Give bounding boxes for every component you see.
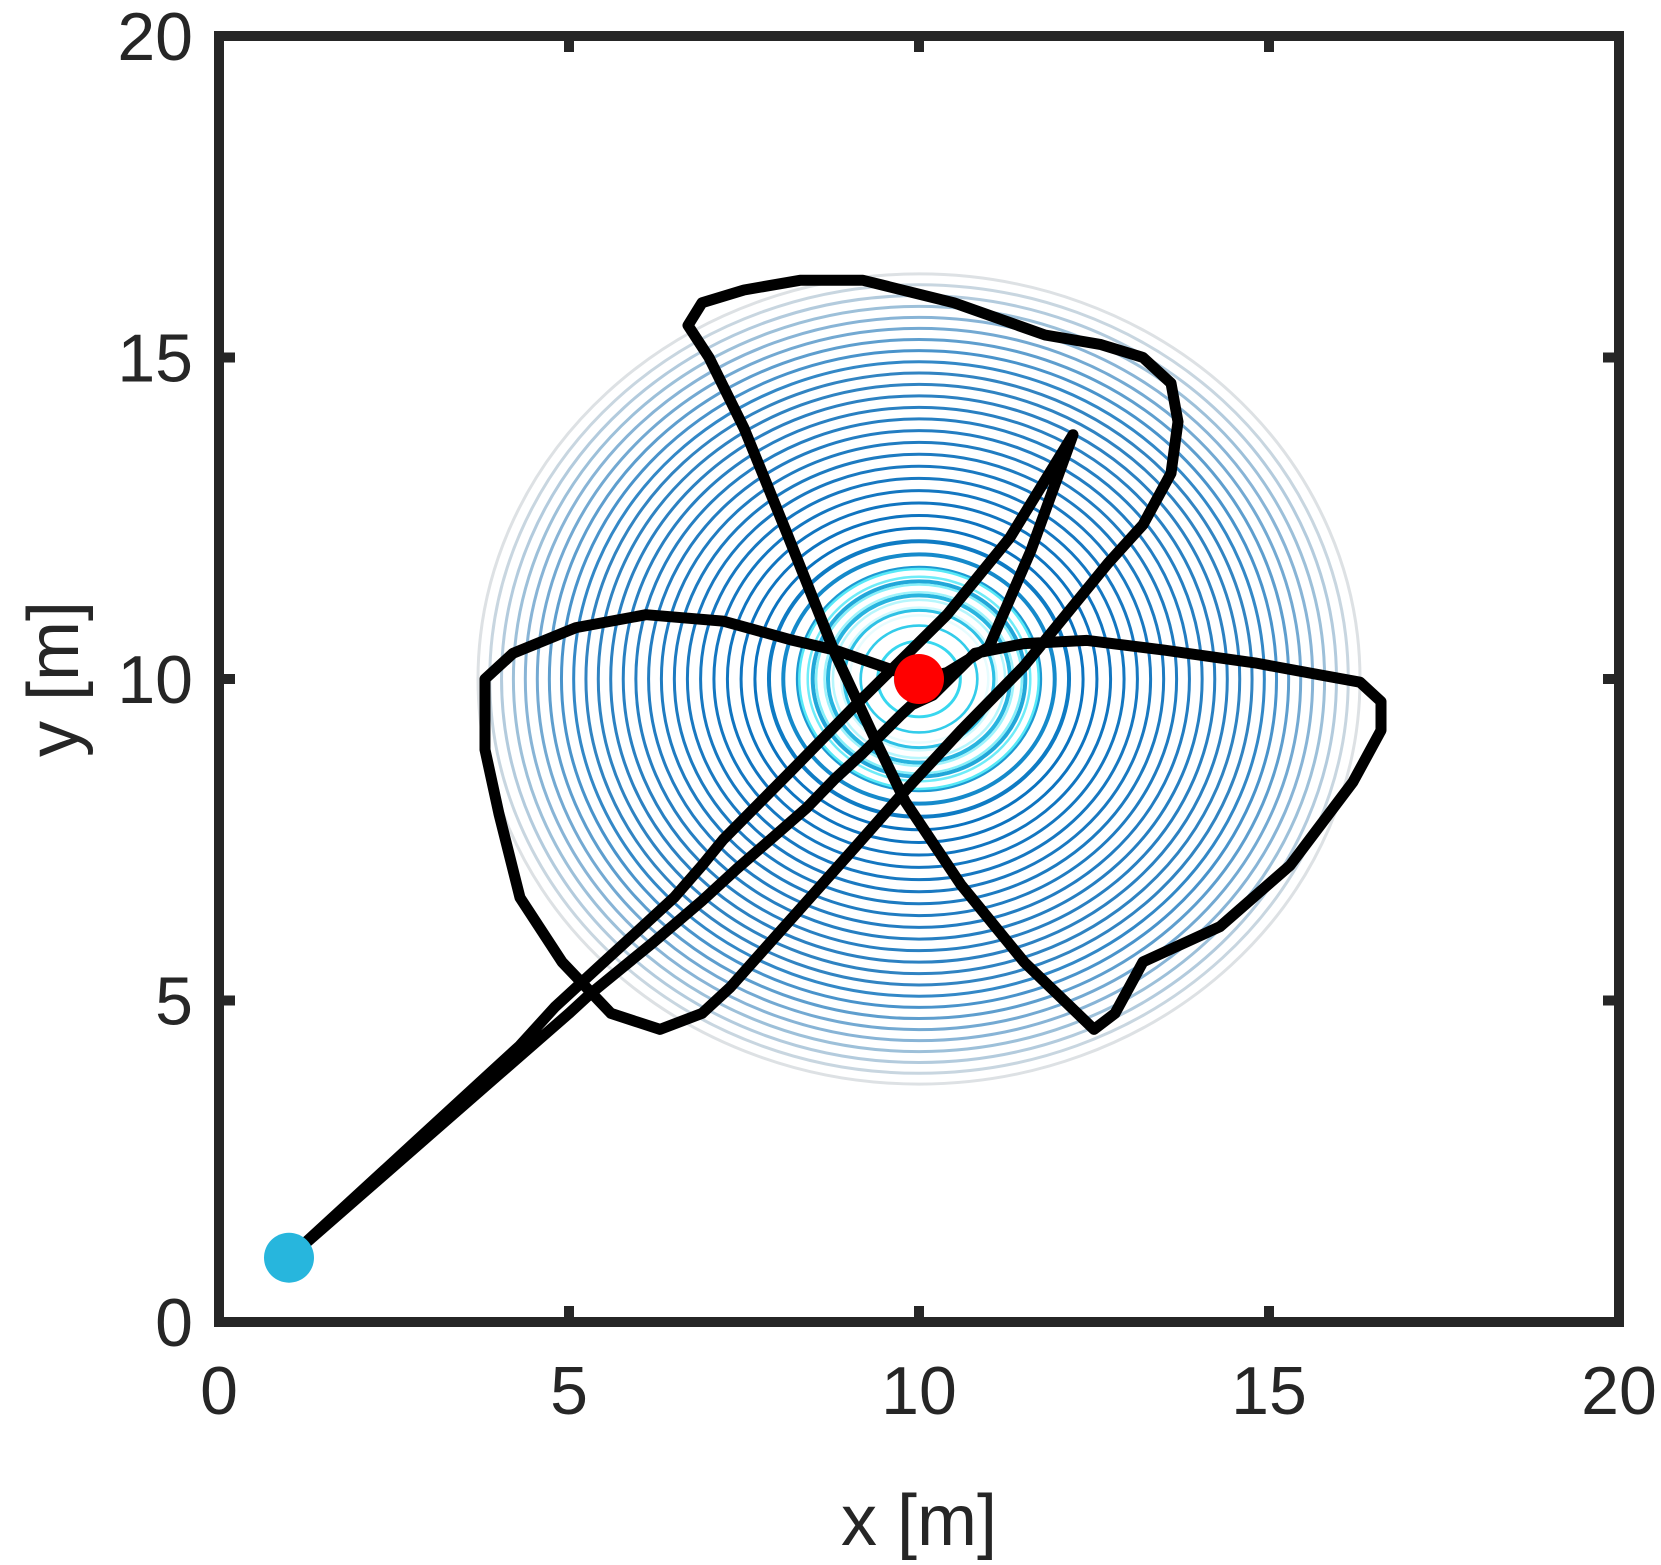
contour-level bbox=[547, 337, 1291, 1021]
contour-level bbox=[572, 360, 1266, 998]
x-tick-label: 15 bbox=[1231, 1353, 1307, 1429]
density-contours bbox=[476, 272, 1362, 1086]
y-tick-label: 20 bbox=[117, 0, 193, 75]
trajectory-line bbox=[283, 274, 1387, 1264]
contour-level bbox=[559, 349, 1279, 1009]
x-axis-label: x [m] bbox=[841, 1481, 997, 1561]
y-axis-label: y [m] bbox=[14, 601, 94, 757]
x-tick-label: 5 bbox=[550, 1353, 588, 1429]
contour-level bbox=[535, 326, 1303, 1032]
contour-level bbox=[672, 452, 1166, 906]
x-tick-label: 10 bbox=[881, 1353, 957, 1429]
tick-labels: 0 5 10 15 20 0 5 10 15 20 bbox=[117, 0, 1656, 1429]
y-tick-label: 10 bbox=[117, 642, 193, 718]
contour-level bbox=[699, 476, 1139, 882]
x-tick-label: 20 bbox=[1581, 1353, 1657, 1429]
contour-level bbox=[781, 552, 1057, 806]
contour-level-core bbox=[856, 621, 982, 737]
contour-level bbox=[685, 464, 1153, 894]
contour-level bbox=[621, 405, 1217, 953]
axes bbox=[214, 31, 1624, 1327]
contour-level-core bbox=[865, 629, 973, 729]
contour-level bbox=[647, 429, 1191, 929]
contour-level bbox=[739, 514, 1099, 844]
y-tick-label: 0 bbox=[155, 1285, 193, 1361]
x-tick-label: 0 bbox=[200, 1353, 238, 1429]
trajectory-layer bbox=[283, 274, 1387, 1264]
contour-level bbox=[596, 382, 1242, 976]
start-point-marker bbox=[264, 1232, 314, 1283]
contour-level bbox=[725, 501, 1113, 857]
contour-level-core bbox=[798, 567, 1040, 791]
contour-level bbox=[584, 371, 1254, 987]
contour-level bbox=[659, 440, 1179, 918]
contour-level bbox=[609, 394, 1229, 964]
contour-level bbox=[795, 565, 1043, 793]
contour-level bbox=[712, 489, 1126, 869]
contour-level bbox=[634, 417, 1204, 941]
contour-level bbox=[858, 622, 980, 736]
marker-layer bbox=[264, 654, 944, 1283]
target-point-marker bbox=[894, 654, 944, 704]
y-tick-label: 15 bbox=[117, 321, 193, 397]
y-tick-label: 5 bbox=[155, 964, 193, 1040]
